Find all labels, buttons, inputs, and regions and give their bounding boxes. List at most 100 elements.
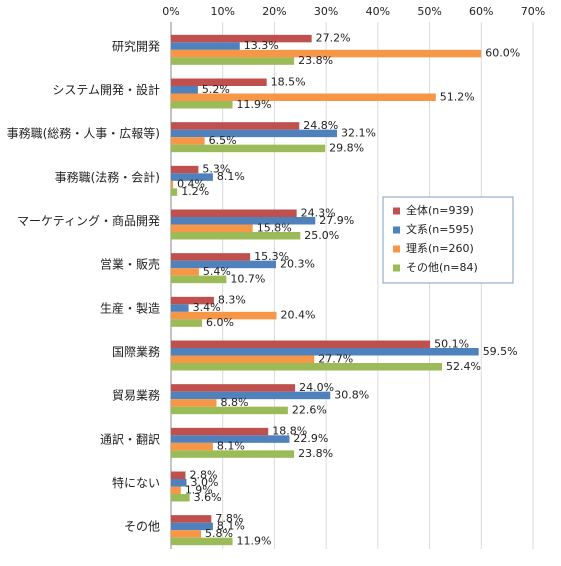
- value-label: 11.9%: [237, 98, 272, 111]
- bar: [171, 427, 269, 436]
- bar: [171, 406, 288, 415]
- bar: [171, 224, 253, 232]
- value-label: 52.4%: [446, 360, 481, 373]
- value-label: 22.9%: [293, 432, 328, 445]
- bar: [171, 173, 213, 181]
- bar: [171, 296, 214, 305]
- value-label: 0.4%: [177, 178, 205, 191]
- bar: [171, 253, 251, 261]
- bar: [171, 399, 217, 407]
- bar: [171, 530, 201, 538]
- bar: [171, 188, 178, 196]
- bar: [171, 486, 181, 494]
- bar: [171, 93, 436, 101]
- legend-swatch: [393, 226, 400, 234]
- value-label: 24.3%: [301, 206, 336, 219]
- bar: [171, 122, 300, 130]
- bar: [171, 34, 312, 43]
- value-label: 59.5%: [483, 345, 518, 358]
- value-label: 11.9%: [237, 534, 272, 547]
- value-label: 18.5%: [271, 75, 306, 88]
- value-label: 30.8%: [334, 388, 369, 401]
- value-label: 15.8%: [257, 221, 292, 234]
- bar: [171, 86, 198, 94]
- value-label: 6.0%: [206, 316, 234, 329]
- bar: [171, 311, 277, 320]
- value-label: 15.3%: [254, 250, 289, 263]
- value-label: 2.8%: [189, 468, 217, 481]
- y-tick-label: 生産・製造: [100, 300, 160, 315]
- bar: [171, 42, 240, 50]
- y-tick-label: 事務職(法務・会計): [55, 169, 160, 184]
- bar: [171, 319, 203, 327]
- bar: [171, 217, 316, 225]
- value-label: 23.8%: [298, 447, 333, 460]
- value-label: 60.0%: [485, 47, 520, 60]
- value-label: 1.9%: [185, 483, 213, 496]
- value-label: 1.2%: [181, 185, 209, 198]
- value-label: 22.6%: [292, 403, 327, 416]
- x-tick-label: 20%: [262, 5, 286, 18]
- legend-label: 理系(n=260): [406, 242, 474, 255]
- value-label: 25.0%: [304, 229, 339, 242]
- bar: [171, 304, 189, 312]
- y-tick-label: 事務職(総務・人事・広報等): [7, 127, 160, 141]
- value-label: 3.4%: [193, 301, 221, 314]
- value-label: 5.4%: [203, 265, 231, 278]
- bar: [171, 391, 331, 400]
- bar: [171, 494, 190, 502]
- y-tick-label: 通訳・翻訳: [100, 431, 160, 446]
- legend-swatch: [393, 245, 400, 253]
- legend-swatch: [393, 264, 400, 272]
- value-label: 8.8%: [221, 396, 249, 409]
- bar: [171, 180, 174, 189]
- legend-label: 全体(n=939): [406, 203, 474, 217]
- bar: [171, 129, 338, 138]
- bar: [171, 384, 296, 392]
- x-tick-label: 60%: [469, 5, 493, 18]
- y-tick-label: 営業・販売: [100, 257, 160, 272]
- bar: [171, 355, 315, 363]
- y-tick-label: マーケティング・商品開発: [17, 213, 160, 228]
- bar: [171, 363, 442, 371]
- value-label: 24.0%: [299, 381, 334, 394]
- bar: [171, 340, 431, 348]
- value-label: 18.8%: [272, 425, 307, 438]
- value-label: 3.6%: [194, 491, 222, 504]
- x-tick-label: 50%: [417, 5, 441, 18]
- x-tick-label: 30%: [314, 5, 338, 18]
- bar: [171, 450, 295, 458]
- y-tick-label: その他: [124, 520, 160, 534]
- x-tick-label: 70%: [521, 5, 545, 18]
- value-label: 51.2%: [440, 90, 475, 103]
- bar: [171, 101, 233, 109]
- legend-label: その他(n=84): [406, 261, 478, 274]
- legend-box: [382, 196, 514, 284]
- value-label: 8.1%: [217, 519, 245, 532]
- value-label: 27.2%: [316, 32, 351, 45]
- value-label: 5.3%: [202, 163, 230, 176]
- value-label: 7.8%: [215, 512, 243, 525]
- bar: [171, 209, 297, 217]
- bar: [171, 49, 482, 58]
- bar: [171, 232, 301, 240]
- value-label: 6.5%: [209, 134, 237, 147]
- bar: [171, 442, 213, 451]
- x-tick-label: 0%: [162, 5, 179, 18]
- value-label: 20.3%: [280, 257, 315, 270]
- bar: [171, 144, 326, 153]
- value-label: 29.8%: [329, 141, 364, 154]
- value-label: 10.7%: [230, 272, 265, 285]
- value-label: 27.7%: [318, 352, 353, 365]
- value-label: 5.2%: [202, 83, 230, 96]
- bar: [171, 537, 233, 546]
- value-label: 27.9%: [319, 214, 354, 227]
- bar: [171, 165, 199, 174]
- y-tick-label: 貿易業務: [112, 389, 160, 403]
- bar: [171, 479, 187, 487]
- value-label: 50.1%: [434, 337, 469, 350]
- bar: [171, 522, 213, 531]
- value-label: 32.1%: [341, 126, 376, 139]
- y-tick-label: 研究開発: [112, 38, 160, 53]
